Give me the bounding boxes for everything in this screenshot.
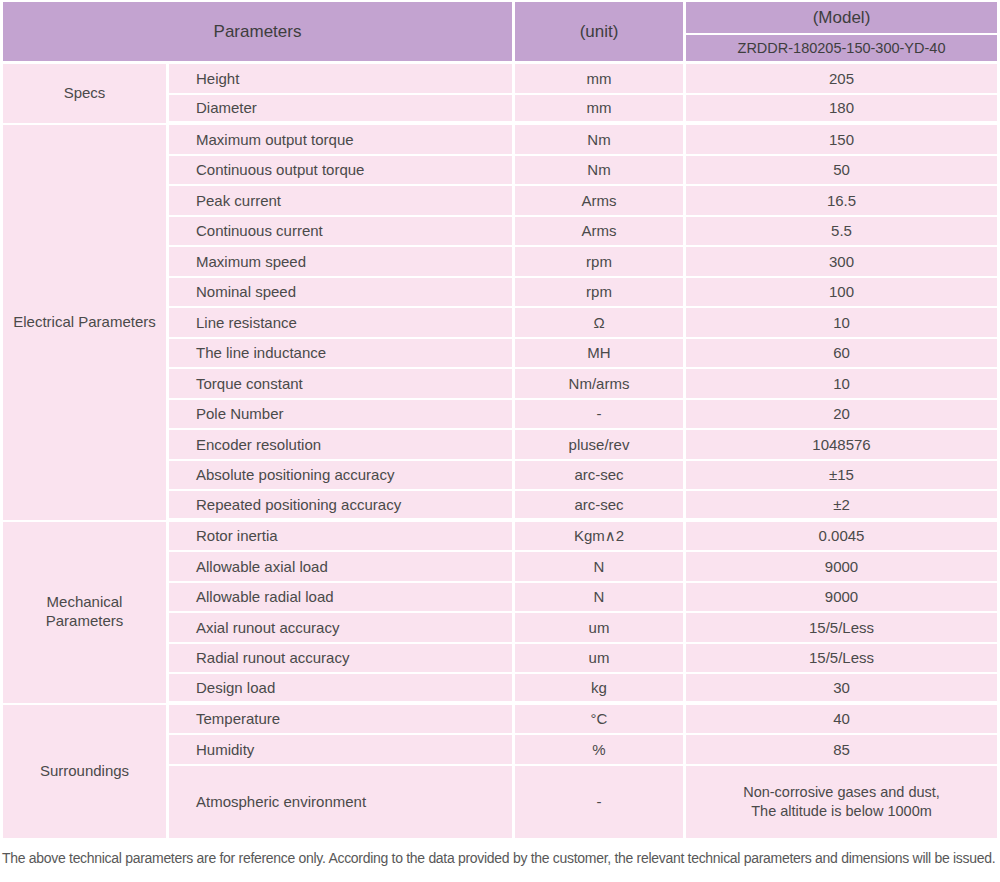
- parameter-cell: Diameter: [166, 95, 512, 126]
- parameter-cell: Absolute positioning accuracy: [166, 461, 512, 492]
- footer-note: The above technical parameters are for r…: [2, 850, 1000, 866]
- value-cell: 10: [683, 308, 997, 339]
- unit-cell: Ω: [512, 308, 683, 339]
- parameter-cell: The line inductance: [166, 339, 512, 370]
- section-label-electrical: Electrical Parameters: [3, 125, 166, 522]
- unit-cell: mm: [512, 95, 683, 126]
- parameter-cell: Radial runout accuracy: [166, 644, 512, 675]
- unit-cell: um: [512, 613, 683, 644]
- unit-cell: -: [512, 400, 683, 431]
- parameter-cell: Height: [166, 64, 512, 95]
- unit-cell: Kgm∧2: [512, 522, 683, 553]
- value-cell: 16.5: [683, 186, 997, 217]
- value-cell: 1048576: [683, 430, 997, 461]
- unit-cell: Nm/arms: [512, 369, 683, 400]
- spec-table-frame: Parameters (unit) (Model) ZRDDR-180205-1…: [0, 0, 1000, 842]
- unit-cell: mm: [512, 64, 683, 95]
- spec-table: Parameters (unit) (Model) ZRDDR-180205-1…: [3, 2, 997, 840]
- unit-cell: N: [512, 583, 683, 614]
- parameter-cell: Continuous output torque: [166, 156, 512, 187]
- unit-cell: arc-sec: [512, 461, 683, 492]
- unit-cell: %: [512, 735, 683, 766]
- value-cell: Non-corrosive gases and dust, The altitu…: [683, 766, 997, 840]
- parameter-cell: Humidity: [166, 735, 512, 766]
- value-cell: 15/5/Less: [683, 644, 997, 675]
- unit-cell: kg: [512, 674, 683, 705]
- value-cell: 9000: [683, 552, 997, 583]
- parameter-cell: Encoder resolution: [166, 430, 512, 461]
- table-row: Specs Height mm 205: [3, 64, 997, 95]
- value-cell: 100: [683, 278, 997, 309]
- value-cell: 0.0045: [683, 522, 997, 553]
- unit-cell: rpm: [512, 247, 683, 278]
- unit-cell: °C: [512, 705, 683, 736]
- parameter-cell: Atmospheric environment: [166, 766, 512, 840]
- unit-cell: MH: [512, 339, 683, 370]
- unit-cell: -: [512, 766, 683, 840]
- parameter-cell: Temperature: [166, 705, 512, 736]
- value-cell: 15/5/Less: [683, 613, 997, 644]
- parameter-cell: Rotor inertia: [166, 522, 512, 553]
- value-cell: 180: [683, 95, 997, 126]
- unit-cell: pluse/rev: [512, 430, 683, 461]
- value-cell: ±15: [683, 461, 997, 492]
- parameter-cell: Allowable axial load: [166, 552, 512, 583]
- parameter-cell: Pole Number: [166, 400, 512, 431]
- header-model: (Model): [683, 2, 997, 35]
- parameter-cell: Axial runout accuracy: [166, 613, 512, 644]
- table-row: Electrical Parameters Maximum output tor…: [3, 125, 997, 156]
- parameter-cell: Torque constant: [166, 369, 512, 400]
- unit-cell: Nm: [512, 125, 683, 156]
- unit-cell: Arms: [512, 186, 683, 217]
- parameter-cell: Design load: [166, 674, 512, 705]
- unit-cell: rpm: [512, 278, 683, 309]
- header-parameters: Parameters: [3, 2, 512, 64]
- value-cell: 40: [683, 705, 997, 736]
- header-unit: (unit): [512, 2, 683, 64]
- unit-cell: um: [512, 644, 683, 675]
- unit-cell: N: [512, 552, 683, 583]
- value-cell: 5.5: [683, 217, 997, 248]
- parameter-cell: Maximum speed: [166, 247, 512, 278]
- parameter-cell: Peak current: [166, 186, 512, 217]
- unit-cell: Arms: [512, 217, 683, 248]
- section-label-surroundings: Surroundings: [3, 705, 166, 840]
- unit-cell: arc-sec: [512, 491, 683, 522]
- parameter-cell: Repeated positioning accuracy: [166, 491, 512, 522]
- table-row: Surroundings Temperature °C 40: [3, 705, 997, 736]
- parameter-cell: Maximum output torque: [166, 125, 512, 156]
- value-cell: 10: [683, 369, 997, 400]
- value-cell: 60: [683, 339, 997, 370]
- parameter-cell: Allowable radial load: [166, 583, 512, 614]
- parameter-cell: Nominal speed: [166, 278, 512, 309]
- header-row-top: Parameters (unit) (Model): [3, 2, 997, 35]
- section-label-mechanical: Mechanical Parameters: [3, 522, 166, 705]
- value-cell: 30: [683, 674, 997, 705]
- unit-cell: Nm: [512, 156, 683, 187]
- table-row: Mechanical Parameters Rotor inertia Kgm∧…: [3, 522, 997, 553]
- header-model-value: ZRDDR-180205-150-300-YD-40: [683, 35, 997, 64]
- value-cell: 20: [683, 400, 997, 431]
- parameter-cell: Line resistance: [166, 308, 512, 339]
- value-cell: 50: [683, 156, 997, 187]
- section-label-specs: Specs: [3, 64, 166, 125]
- parameter-cell: Continuous current: [166, 217, 512, 248]
- value-cell: 9000: [683, 583, 997, 614]
- value-cell: 150: [683, 125, 997, 156]
- value-cell: 85: [683, 735, 997, 766]
- value-cell: 205: [683, 64, 997, 95]
- value-cell: ±2: [683, 491, 997, 522]
- value-cell: 300: [683, 247, 997, 278]
